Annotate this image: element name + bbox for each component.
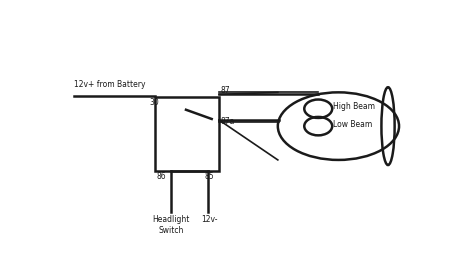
Text: 30: 30 xyxy=(149,98,159,107)
Bar xyxy=(155,97,219,171)
Text: 87a: 87a xyxy=(221,117,235,126)
Text: Headlight
Switch: Headlight Switch xyxy=(153,215,190,235)
Text: 87: 87 xyxy=(221,86,230,95)
Text: 85: 85 xyxy=(204,172,214,181)
Text: 12v-: 12v- xyxy=(201,215,218,224)
Text: Low Beam: Low Beam xyxy=(333,120,372,129)
Text: High Beam: High Beam xyxy=(333,102,375,111)
Text: 12v+ from Battery: 12v+ from Battery xyxy=(74,80,146,89)
Text: 86: 86 xyxy=(156,172,166,181)
